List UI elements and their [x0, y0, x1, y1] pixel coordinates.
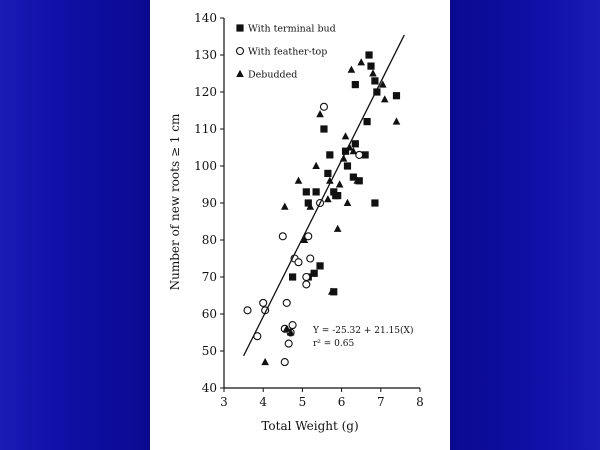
terminal-bud-point [351, 81, 359, 89]
debudded-point [380, 95, 389, 103]
y-tick-label: 50 [202, 344, 217, 358]
terminal-bud-point [371, 199, 379, 207]
x-tick-label: 5 [299, 395, 307, 409]
legend-marker-triangle [236, 69, 244, 77]
terminal-bud-point [326, 151, 334, 159]
feather-top-point [288, 321, 297, 330]
terminal-bud-point [349, 173, 357, 181]
feather-top-point [319, 102, 329, 111]
debudded-point [326, 176, 334, 184]
debudded-point [378, 80, 387, 88]
debudded-point [347, 65, 356, 73]
feather-top-point [304, 232, 313, 241]
debudded-point [282, 324, 291, 332]
feather-top-point [284, 339, 293, 348]
legend-label: With terminal bud [248, 24, 336, 35]
feather-top-point [280, 358, 289, 367]
x-tick-label: 3 [220, 395, 228, 409]
regression-r-squared: r² = 0.65 [313, 339, 354, 349]
terminal-bud-point [392, 92, 401, 100]
legend-label: Debudded [248, 70, 297, 81]
debudded-point [357, 58, 365, 66]
terminal-bud-point [361, 151, 369, 159]
debudded-point [328, 287, 336, 295]
terminal-bud-point [343, 162, 352, 170]
legend-marker-square [236, 24, 244, 32]
y-axis-label: Number of new roots ≥ 1 cm [168, 113, 182, 290]
debudded-point [286, 328, 295, 336]
debudded-point [335, 180, 344, 188]
x-tick-label: 6 [338, 395, 346, 409]
terminal-bud-point [365, 51, 373, 59]
scatter-chart: 3 4 5 6 7 8 40 50 60 70 80 90 100 110 120 130 140 With t… [168, 11, 424, 433]
debudded-point [280, 202, 289, 210]
regression-line-group [243, 34, 405, 357]
y-tick-label: 90 [202, 196, 217, 210]
legend: With terminal bud With feather-top Debudde… [235, 24, 336, 81]
y-tick-label: 100 [194, 159, 217, 173]
feather-top-point [259, 298, 268, 307]
x-tick-label: 8 [416, 395, 424, 409]
y-tick-label: 110 [194, 122, 217, 136]
debudded-point [392, 117, 401, 125]
chart-ticks: 3 4 5 6 7 8 40 50 60 70 80 90 100 110 120 130 140 [194, 11, 424, 409]
y-tick-label: 80 [202, 233, 217, 247]
debudded-point [324, 195, 332, 203]
legend-marker-circle [235, 46, 245, 56]
terminal-bud-point [330, 188, 338, 196]
terminal-bud-point [373, 88, 381, 96]
terminal-bud-point [302, 188, 310, 196]
debudded-point [341, 132, 350, 140]
terminal-bud-point [320, 125, 328, 133]
feather-top-point [302, 280, 311, 289]
legend-label: With feather-top [248, 47, 327, 58]
feather-top-point [306, 254, 315, 263]
slide-panel: 3 4 5 6 7 8 40 50 60 70 80 90 100 110 120 130 140 With t… [150, 0, 450, 450]
debudded-point [316, 110, 324, 118]
terminal-bud-point [351, 140, 359, 148]
debudded-point [349, 147, 358, 155]
terminal-bud-point [316, 262, 324, 270]
debudded-point [261, 357, 269, 366]
terminal-bud-point [332, 192, 340, 200]
y-tick-label: 140 [194, 11, 217, 25]
x-tick-label: 4 [259, 395, 267, 409]
debudded-point [312, 161, 320, 169]
feather-top-point [355, 150, 364, 159]
y-tick-label: 70 [202, 270, 217, 284]
y-tick-label: 130 [194, 48, 217, 62]
terminal-bud-point [371, 77, 379, 85]
debudded-point [300, 235, 309, 243]
terminal-bud-point [289, 273, 297, 281]
y-tick-label: 120 [194, 85, 217, 99]
x-tick-label: 7 [377, 395, 385, 409]
terminal-bud-point [310, 269, 318, 277]
feather-top-point [294, 258, 303, 267]
chart-marks [243, 51, 401, 367]
y-tick-label: 40 [202, 381, 217, 395]
terminal-bud-point [324, 169, 332, 177]
debudded-point [369, 69, 377, 77]
y-tick-label: 60 [202, 307, 217, 321]
terminal-bud-point [312, 188, 320, 196]
debudded-point [343, 198, 352, 206]
feather-top-point [243, 306, 252, 315]
feather-top-point [302, 272, 311, 282]
debudded-point [306, 202, 315, 210]
debudded-point [294, 176, 303, 184]
feather-top-point [278, 232, 287, 241]
terminal-bud-point [363, 118, 371, 126]
regression-line [243, 34, 405, 357]
debudded-point [333, 224, 342, 232]
terminal-bud-point [367, 62, 375, 70]
regression-equation: Y = -25.32 + 21.15(X) [312, 325, 413, 336]
debudded-point [353, 176, 362, 184]
terminal-bud-point [304, 199, 312, 207]
feather-top-point [282, 298, 291, 307]
x-axis-label: Total Weight (g) [261, 419, 358, 433]
